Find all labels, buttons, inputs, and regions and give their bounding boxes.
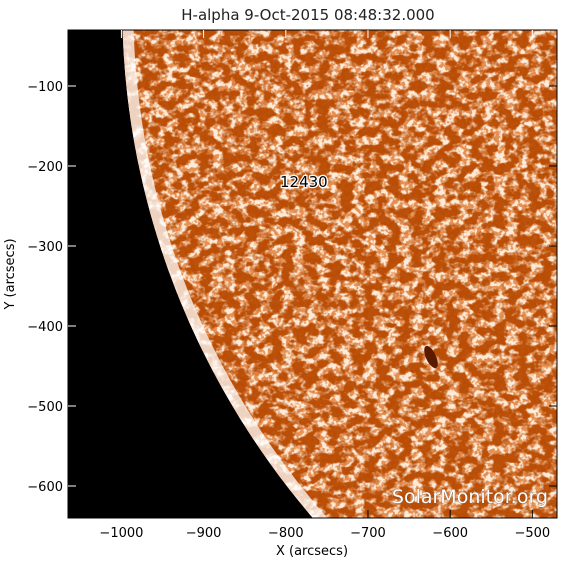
x-tick-label: −700 bbox=[350, 526, 386, 541]
solarmonitor-watermark: SolarMonitor.org bbox=[392, 486, 548, 508]
x-tick-label: −900 bbox=[186, 526, 222, 541]
image-area bbox=[68, 30, 557, 518]
plot-title: H-alpha 9-Oct-2015 08:48:32.000 bbox=[181, 6, 434, 24]
y-tick-label: −600 bbox=[27, 480, 63, 495]
y-tick-label: −200 bbox=[27, 160, 63, 175]
y-tick-label: −100 bbox=[27, 80, 63, 95]
x-axis-title: X (arcsecs) bbox=[276, 544, 348, 559]
x-tick-label: −1000 bbox=[99, 526, 143, 541]
limb-bright-rim bbox=[122, 30, 329, 518]
x-tick-label: −800 bbox=[268, 526, 304, 541]
y-tick-label: −500 bbox=[27, 400, 63, 415]
y-axis-ticks: −100 −200 −300 −400 −500 −600 bbox=[27, 80, 557, 495]
y-axis-title: Y (arcsecs) bbox=[3, 238, 18, 310]
plot-frame bbox=[67, 29, 558, 519]
x-tick-label: −500 bbox=[514, 526, 550, 541]
x-tick-label: −600 bbox=[432, 526, 468, 541]
x-axis-ticks: −1000 −900 −800 −700 −600 −500 bbox=[99, 30, 550, 541]
y-tick-label: −300 bbox=[27, 240, 63, 255]
active-region-label: 12430 bbox=[280, 173, 328, 191]
dark-filament bbox=[424, 345, 438, 369]
y-tick-label: −400 bbox=[27, 320, 63, 335]
